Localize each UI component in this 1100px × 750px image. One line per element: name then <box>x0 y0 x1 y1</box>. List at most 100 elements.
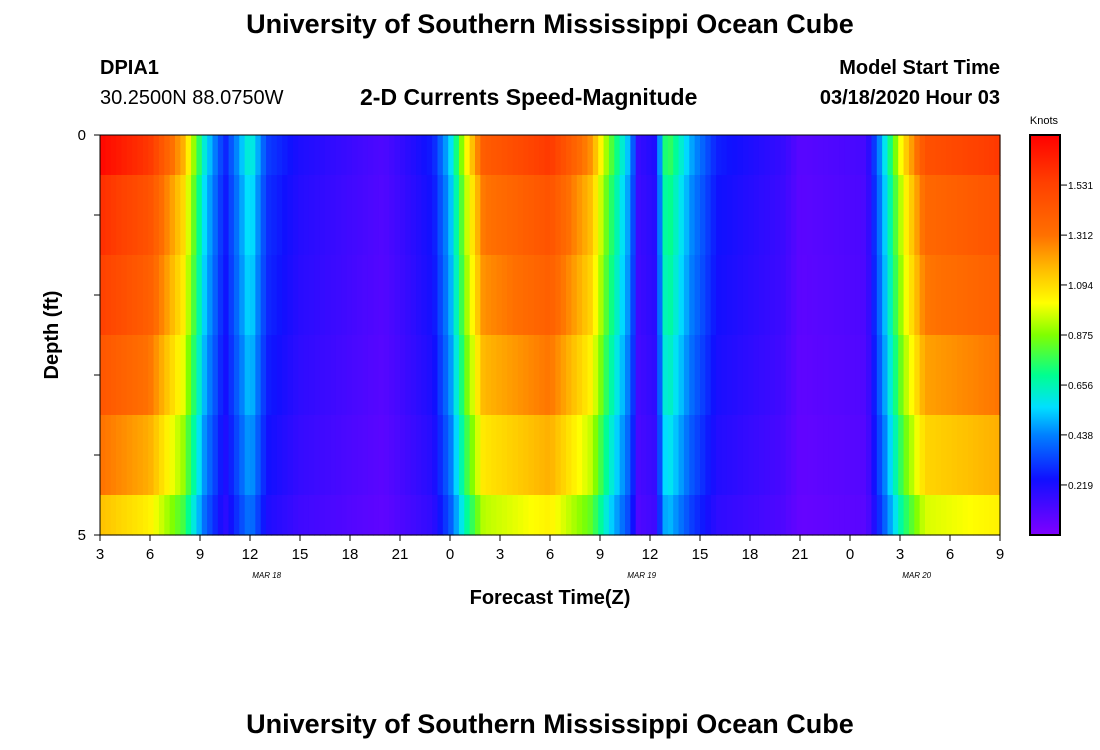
heatmap-cell <box>737 335 744 416</box>
heatmap-cell <box>887 415 894 496</box>
heatmap-cell <box>469 415 476 496</box>
heatmap-cell <box>641 135 648 176</box>
heatmap-cell <box>716 415 723 496</box>
heatmap-cell <box>475 335 481 416</box>
heatmap-cell <box>785 255 792 336</box>
heatmap-cell <box>458 135 465 176</box>
heatmap-cell <box>898 335 905 416</box>
heatmap-cell <box>314 175 321 256</box>
y-axis-label: Depth (ft) <box>41 291 63 380</box>
heatmap-cell <box>625 495 631 536</box>
heatmap-cell <box>105 335 112 416</box>
heatmap-cell <box>175 135 181 176</box>
heatmap-cell <box>491 175 498 256</box>
heatmap-cell <box>683 495 690 536</box>
heatmap-cell <box>614 175 621 256</box>
heatmap-cell <box>164 335 171 416</box>
heatmap-cell <box>276 255 283 336</box>
heatmap-cell <box>844 135 851 176</box>
heatmap-cell <box>919 175 926 256</box>
heatmap-cell <box>625 175 631 256</box>
heatmap-cell <box>308 255 315 336</box>
heatmap-cell <box>110 255 117 336</box>
heatmap-cell <box>844 335 851 416</box>
heatmap-cell <box>946 255 953 336</box>
heatmap-cell <box>871 135 878 176</box>
heatmap-cell <box>608 335 615 416</box>
heatmap-cell <box>362 495 369 536</box>
axes: 3 6 9 12 15 18 21 0 3 6 9 12 15 18 21 0 3 6 9 MAR 18 MAR 19 M… <box>78 127 1005 580</box>
heatmap-cell <box>325 255 331 336</box>
heatmap-cell <box>801 135 808 176</box>
heatmap-cell <box>153 495 160 536</box>
heatmap-cell <box>614 335 621 416</box>
heatmap-cell <box>898 175 905 256</box>
heatmap-cell <box>169 415 176 496</box>
heatmap-cell <box>876 175 883 256</box>
heatmap-cell <box>292 135 299 176</box>
heatmap-cell <box>726 175 733 256</box>
heatmap-cell <box>244 415 251 496</box>
heatmap-cell <box>812 175 819 256</box>
heatmap-cell <box>319 175 326 256</box>
heatmap-cell <box>683 335 690 416</box>
heatmap-cell <box>357 175 364 256</box>
heatmap-cell <box>303 415 310 496</box>
heatmap-cell <box>860 335 867 416</box>
heatmap-cell <box>400 175 406 256</box>
heatmap-cell <box>223 135 230 176</box>
heatmap-cell <box>796 415 803 496</box>
heatmap-cell <box>233 335 240 416</box>
heatmap-cell <box>758 175 765 256</box>
heatmap-cell <box>100 135 106 176</box>
heatmap-cell <box>121 335 128 416</box>
heatmap-cell <box>523 175 530 256</box>
heatmap-cell <box>458 495 465 536</box>
heatmap-cell <box>882 495 889 536</box>
heatmap-cell <box>191 255 198 336</box>
heatmap-cell <box>983 335 990 416</box>
heatmap-cell <box>271 175 278 256</box>
heatmap-cell <box>410 415 417 496</box>
heatmap-cell <box>592 135 599 176</box>
heatmap-cell <box>394 255 401 336</box>
heatmap-cell <box>169 255 176 336</box>
heatmap-cell <box>421 415 428 496</box>
heatmap-cell <box>973 415 980 496</box>
heatmap-cell <box>239 255 246 336</box>
heatmap-cell <box>491 135 498 176</box>
heatmap-cell <box>351 175 358 256</box>
heatmap-cell <box>769 175 776 256</box>
heatmap-cell <box>973 135 980 176</box>
heatmap-cell <box>753 415 760 496</box>
heatmap-cell <box>244 495 251 536</box>
heatmap-cell <box>560 415 567 496</box>
heatmap-cell <box>951 495 958 536</box>
heatmap-cell <box>710 175 717 256</box>
heatmap-cell <box>485 495 492 536</box>
heatmap-cell <box>785 175 792 256</box>
heatmap-cell <box>325 495 331 536</box>
heatmap-cell <box>866 255 873 336</box>
heatmap-cell <box>416 335 423 416</box>
heatmap-cell <box>244 175 251 256</box>
heatmap-cell <box>791 135 798 176</box>
heatmap-cell <box>169 135 176 176</box>
heatmap-cell <box>475 495 481 536</box>
heatmap-cell <box>260 495 267 536</box>
heatmap-cell <box>882 415 889 496</box>
heatmap-cell <box>967 135 974 176</box>
heatmap-cell <box>405 335 412 416</box>
heatmap-cell <box>308 175 315 256</box>
heatmap-cell <box>458 335 465 416</box>
heatmap-cell <box>673 495 680 536</box>
heatmap-cell <box>667 415 674 496</box>
heatmap-cell <box>785 135 792 176</box>
heatmap-cell <box>700 495 706 536</box>
heatmap-cell <box>566 255 573 336</box>
heatmap-cell <box>164 175 171 256</box>
heatmap-cell <box>898 495 905 536</box>
heatmap-cell <box>716 335 723 416</box>
heatmap-cell <box>844 175 851 256</box>
heatmap-cell <box>705 135 712 176</box>
